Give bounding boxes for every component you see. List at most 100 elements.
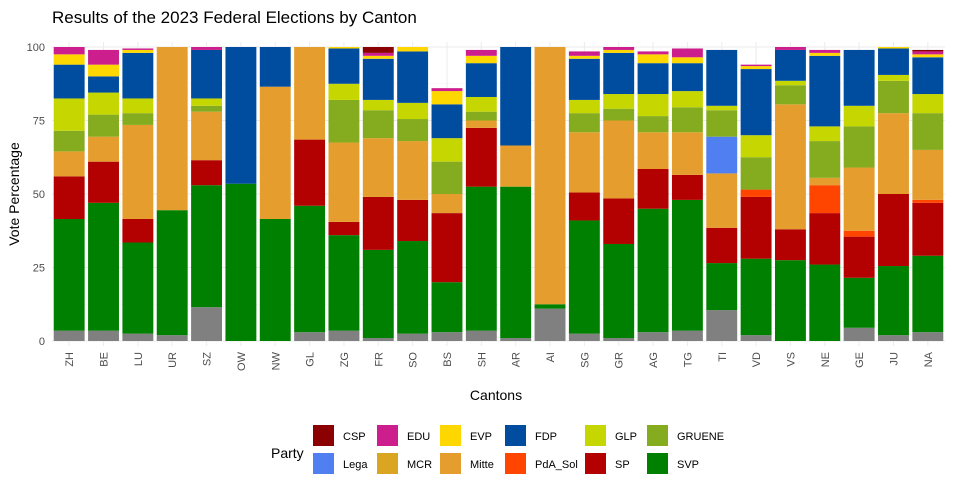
bar-segment-Mitte-VS — [774, 104, 806, 230]
bar-segment-SVP-AG — [637, 208, 669, 333]
bar-segment-GRUENE-SH — [465, 111, 497, 121]
bar-segment-GRUENE-ZG — [328, 99, 360, 143]
bar-segment-EVP-SH — [465, 55, 497, 64]
bar-segment-other-ZH — [53, 330, 85, 341]
bar-segment-Mitte-UR — [156, 47, 188, 211]
legend-key-MCR — [377, 453, 398, 474]
bar-segment-SVP-OW — [225, 183, 257, 341]
bar-segment-SP-SG — [568, 192, 600, 221]
bar-segment-other-TG — [671, 330, 703, 341]
bar-segment-other-TI — [706, 310, 738, 341]
legend-label-MCR: MCR — [407, 459, 432, 471]
bar-segment-EDU-SH — [465, 49, 497, 56]
bar-segment-EDU-NE — [809, 49, 841, 53]
bar-segment-CSP-NA — [912, 49, 944, 52]
bar-segment-FDP-TI — [706, 49, 738, 106]
bar-segment-SVP-NW — [259, 218, 291, 341]
bar-segment-FDP-NA — [912, 57, 944, 95]
bar-segment-SVP-VD — [740, 258, 772, 336]
bar-segment-GLP-VD — [740, 135, 772, 158]
x-tick-label: NE — [820, 352, 832, 367]
bar-segment-GLP-SH — [465, 96, 497, 112]
bar-segment-EVP-ZG — [328, 47, 360, 49]
bar-segment-GRUENE-SO — [397, 119, 429, 142]
bar-segment-PdA_Sol-NA — [912, 199, 944, 203]
x-tick-label: BE — [99, 352, 111, 367]
bar-segment-EVP-TG — [671, 57, 703, 64]
bar-segment-SVP-GL — [294, 205, 326, 333]
bar-segment-EDU-TG — [671, 48, 703, 58]
bar-segment-GLP-NE — [809, 126, 841, 142]
bar-segment-GLP-TI — [706, 105, 738, 111]
legend-label-EDU: EDU — [407, 431, 430, 443]
bar-segment-GLP-JU — [878, 74, 909, 81]
bars — [53, 47, 944, 341]
bar-segment-Mitte-AG — [637, 132, 669, 170]
bar-segment-other-FR — [362, 338, 394, 341]
bar-segment-SP-GR — [603, 198, 635, 244]
bar-segment-Lega-TI — [706, 136, 738, 174]
bar-segment-GRUENE-SZ — [191, 105, 223, 112]
bar-segment-other-VD — [740, 335, 772, 341]
y-axis-label: Vote Percentage — [6, 142, 22, 246]
y-tick-label: 50 — [33, 189, 45, 201]
bar-segment-GLP-SO — [397, 102, 429, 120]
x-tick-label: SZ — [202, 352, 214, 366]
bar-segment-GLP-ZG — [328, 83, 360, 100]
bar-segment-SP-ZG — [328, 221, 360, 236]
bar-segment-GLP-GR — [603, 94, 635, 109]
bar-segment-FDP-OW — [225, 47, 257, 184]
x-tick-label: AI — [545, 352, 557, 362]
bar-segment-Mitte-SO — [397, 141, 429, 200]
legend-label-Lega: Lega — [343, 459, 368, 471]
x-tick-label: OW — [236, 351, 248, 371]
x-tick-label: GR — [614, 352, 626, 369]
y-tick-label: 0 — [39, 336, 45, 348]
bar-segment-GLP-LU — [122, 98, 154, 114]
bar-segment-SP-JU — [878, 194, 909, 267]
x-tick-label: BS — [442, 352, 454, 367]
chart-title: Results of the 2023 Federal Elections by… — [52, 8, 417, 27]
bar-segment-Mitte-LU — [122, 124, 154, 219]
bar-segment-EVP-GR — [603, 49, 635, 53]
legend-key-CSP — [313, 425, 334, 446]
bar-segment-FDP-SG — [568, 58, 600, 100]
bar-segment-EDU-BE — [88, 49, 119, 65]
bar-segment-FDP-SZ — [191, 49, 223, 99]
bar-segment-Mitte-SZ — [191, 111, 223, 161]
legend-title: Party — [271, 445, 304, 461]
bar-segment-SVP-UR — [156, 210, 188, 336]
bar-segment-EVP-VD — [740, 66, 772, 70]
bar-segment-SP-SH — [465, 127, 497, 187]
bar-segment-Mitte-TI — [706, 173, 738, 228]
bar-segment-GLP-TG — [671, 91, 703, 108]
bar-segment-GRUENE-VD — [740, 157, 772, 190]
bar-segment-Mitte-NE — [809, 177, 841, 186]
bar-segment-FDP-JU — [878, 48, 909, 75]
bar-segment-Mitte-NW — [259, 86, 291, 219]
bar-segment-GRUENE-BE — [88, 114, 119, 137]
x-tick-label: JU — [888, 352, 900, 366]
bar-segment-SP-BE — [88, 161, 119, 203]
bar-segment-SVP-AI — [534, 304, 566, 309]
x-axis-label: Cantons — [470, 387, 522, 403]
bar-segment-SVP-SO — [397, 241, 429, 334]
bar-segment-FDP-LU — [122, 52, 154, 99]
bar-segment-other-SH — [465, 330, 497, 341]
y-tick-label: 100 — [27, 42, 45, 54]
bar-segment-GRUENE-NE — [809, 141, 841, 178]
bar-segment-GRUENE-GE — [843, 126, 875, 168]
bar-segment-SP-SZ — [191, 160, 223, 186]
bar-segment-SVP-TI — [706, 263, 738, 311]
bar-segment-SP-ZH — [53, 176, 85, 219]
bar-segment-FDP-FR — [362, 58, 394, 100]
x-tick-label: VS — [785, 352, 797, 367]
bar-segment-other-ZG — [328, 330, 360, 341]
x-tick-label: UR — [167, 352, 179, 368]
bar-segment-other-GR — [603, 338, 635, 341]
bar-segment-Mitte-BE — [88, 136, 119, 162]
bar-segment-FDP-ZG — [328, 48, 360, 84]
bar-segment-EVP-SG — [568, 55, 600, 59]
bar-segment-FDP-SH — [465, 63, 497, 97]
legend-label-GRUENE: GRUENE — [677, 431, 724, 443]
